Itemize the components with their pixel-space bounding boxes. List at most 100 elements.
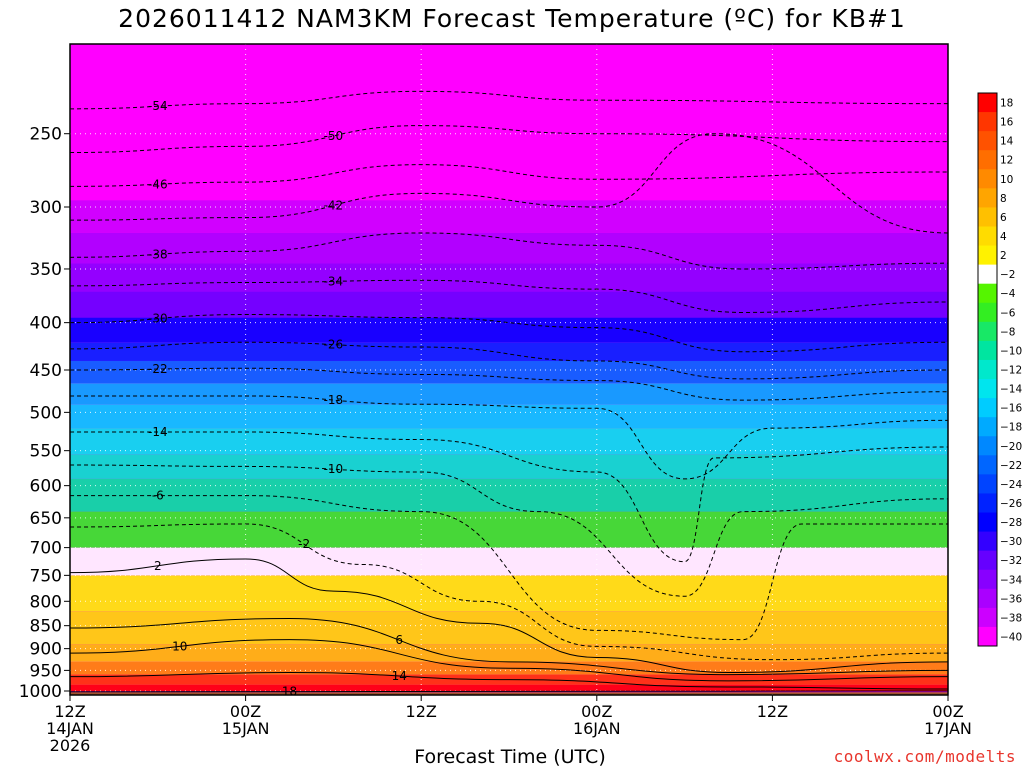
colorbar-swatch <box>978 512 997 533</box>
contour-label: -10 <box>324 462 344 476</box>
x-tick-label: 12Z <box>757 702 788 721</box>
colorbar-label: −2 <box>1000 269 1015 281</box>
chart-title: 2026011412 NAM3KM Forecast Temperature (… <box>118 4 906 33</box>
field-band <box>70 383 948 405</box>
colorbar-label: −8 <box>1000 326 1015 338</box>
colorbar-label: −18 <box>1000 422 1022 434</box>
x-tick-label: 00Z 16JAN <box>573 702 621 738</box>
colorbar: 18 16 14 12 10 8 6 4 2 −2 −4 −6 −8 −10 −12 −14 −16 −18 −20… <box>977 92 1022 647</box>
colorbar-label: −34 <box>1000 574 1022 586</box>
colorbar-swatch <box>978 607 997 628</box>
contour-line <box>69 671 949 690</box>
contour-label: -6 <box>152 489 164 503</box>
contour-line <box>69 639 949 682</box>
contour-label: 14 <box>392 669 407 683</box>
contour-line <box>70 395 949 480</box>
contour-label: -2 <box>298 537 310 551</box>
colorbar-swatch <box>978 493 997 514</box>
field-band <box>70 428 948 455</box>
isotherm-contours: 18 14 10 6 2 -2 -6 -10 -14 -18 -22 -26 -30 -34 -38 -42 -… <box>69 90 949 699</box>
field-band <box>70 454 948 479</box>
credit-text: coolwx.com/modelts <box>833 747 1016 766</box>
colorbar-label: −24 <box>1000 479 1022 491</box>
colorbar-swatch <box>978 398 997 418</box>
field-band <box>70 511 948 548</box>
grid-lines <box>70 44 948 695</box>
colorbar-swatch <box>978 379 997 399</box>
y-tick-label: 650 <box>30 509 62 529</box>
y-tick-label: 350 <box>30 260 62 280</box>
contour-line <box>69 232 949 270</box>
contour-label: -30 <box>148 312 168 326</box>
colorbar-swatch <box>978 321 997 342</box>
colorbar-swatch <box>978 417 997 437</box>
y-tick-label: 450 <box>30 361 62 381</box>
y-tick-label: 500 <box>30 403 62 423</box>
colorbar-label: −6 <box>1000 307 1016 319</box>
y-tick-label: 950 <box>30 661 62 681</box>
field-band <box>70 644 948 662</box>
colorbar-label: 14 <box>1000 136 1014 148</box>
colorbar-label: −14 <box>1000 384 1022 396</box>
colorbar-label: −20 <box>1000 441 1022 453</box>
colorbar-label: −4 <box>1000 288 1016 300</box>
contour-line <box>70 495 948 641</box>
contour-line <box>69 125 949 154</box>
colorbar-label: 12 <box>1000 155 1013 167</box>
contour-label: -38 <box>148 247 168 261</box>
contour-label: 18 <box>282 685 297 699</box>
contour-line <box>69 341 949 380</box>
ground-strip <box>70 692 948 695</box>
contour-line <box>69 279 949 313</box>
colorbar-label: 8 <box>1000 193 1007 205</box>
contour-label: 2 <box>154 559 162 573</box>
colorbar-frame <box>977 92 998 647</box>
contour-line <box>69 523 949 661</box>
colorbar-label: −36 <box>1000 593 1022 605</box>
contour-line <box>69 690 949 693</box>
x-axis-ticks: 12Z 14JAN 2026 00Z 15JAN 12Z 00Z 16JAN 12Z 00Z 17J… <box>46 695 972 755</box>
contour-label: -42 <box>324 198 344 212</box>
field-band <box>70 611 948 645</box>
contour-line <box>69 90 949 110</box>
y-tick-label: 400 <box>30 314 62 334</box>
colorbar-swatch <box>978 550 997 571</box>
contour-label: -46 <box>148 177 168 191</box>
colorbar-label: 18 <box>1000 98 1013 110</box>
colorbar-swatch <box>978 455 997 475</box>
colorbar-label: 4 <box>1000 231 1007 243</box>
contour-label: -54 <box>148 99 168 113</box>
field-band <box>70 404 948 429</box>
colorbar-label: −30 <box>1000 536 1022 548</box>
contour-label: 10 <box>172 639 187 653</box>
y-tick-label: 600 <box>30 477 62 497</box>
colorbar-swatch <box>978 569 997 590</box>
colorbar-swatch <box>978 264 997 285</box>
colorbar-swatch <box>978 188 997 208</box>
contour-label: -22 <box>148 362 168 376</box>
contour-label: -26 <box>324 338 344 352</box>
y-tick-label: 700 <box>30 539 62 559</box>
field-band <box>70 360 948 384</box>
colorbar-label: 6 <box>1000 212 1007 224</box>
y-tick-label: 800 <box>30 592 62 612</box>
contour-line <box>69 464 949 597</box>
colorbar-swatch <box>978 131 997 151</box>
contour-label: -34 <box>324 274 344 288</box>
colorbar-swatch <box>978 626 997 647</box>
contour-label: -18 <box>324 393 344 407</box>
x-tick-label: 00Z 15JAN <box>222 702 270 738</box>
colorbar-label: −10 <box>1000 345 1022 357</box>
colorbar-label: −12 <box>1000 365 1022 377</box>
colorbar-label: −22 <box>1000 460 1022 472</box>
colorbar-label: −28 <box>1000 517 1022 529</box>
field-band <box>70 44 948 201</box>
colorbar-swatch <box>978 112 997 132</box>
colorbar-swatch <box>978 359 997 380</box>
field-band <box>70 575 948 612</box>
y-tick-label: 1000 <box>19 682 62 702</box>
colorbar-swatch <box>978 474 997 494</box>
colorbar-swatch <box>978 150 997 170</box>
colorbar-swatch <box>978 207 997 227</box>
